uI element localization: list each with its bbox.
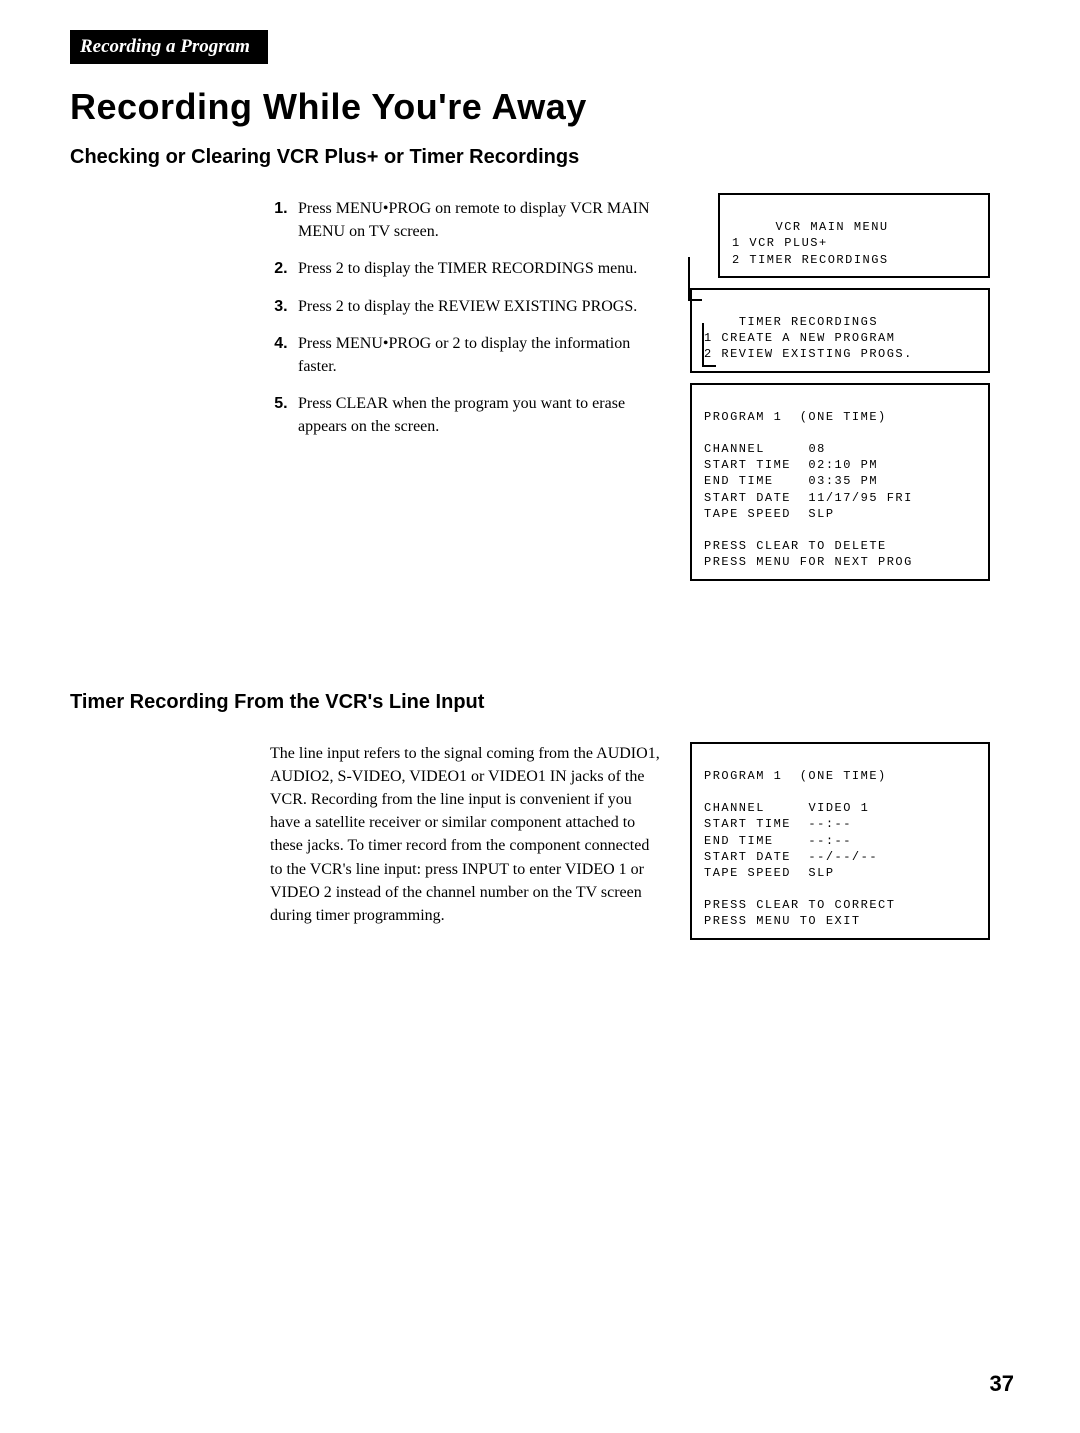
step-item: Press CLEAR when the program you want to… [292, 392, 660, 438]
field-label: CHANNEL [704, 442, 765, 456]
section2-screen-wrap: PROGRAM 1 (ONE TIME) CHANNEL VIDEO 1 STA… [690, 742, 990, 950]
field-value: 08 [808, 442, 825, 456]
field-value: 11/17/95 FRI [808, 491, 912, 505]
screen-footer-line: PRESS MENU TO EXIT [704, 914, 861, 928]
field-label: END TIME [704, 474, 774, 488]
page-number: 37 [990, 1371, 1014, 1397]
page: Recording a Program Recording While You'… [0, 0, 1080, 1433]
page-title: Recording While You're Away [70, 86, 1020, 128]
field-value: --:-- [808, 817, 852, 831]
field-label: CHANNEL [704, 801, 765, 815]
section1-screens: VCR MAIN MENU 1 VCR PLUS+ 2 TIMER RECORD… [690, 197, 990, 591]
step-item: Press 2 to display the TIMER RECORDINGS … [292, 257, 660, 280]
step-item: Press MENU•PROG or 2 to display the info… [292, 332, 660, 378]
screen-main-menu: VCR MAIN MENU 1 VCR PLUS+ 2 TIMER RECORD… [718, 193, 990, 278]
header-tab: Recording a Program [70, 30, 268, 64]
section1-heading: Checking or Clearing VCR Plus+ or Timer … [70, 146, 1020, 169]
step-item: Press 2 to display the REVIEW EXISTING P… [292, 295, 660, 318]
section2-body: The line input refers to the signal comi… [270, 742, 660, 928]
field-label: START TIME [704, 458, 791, 472]
field-label: TAPE SPEED [704, 507, 791, 521]
body-paragraph: The line input refers to the signal comi… [270, 742, 660, 928]
field-label: END TIME [704, 834, 774, 848]
field-label: START TIME [704, 817, 791, 831]
field-value: SLP [808, 507, 834, 521]
field-value: 03:35 PM [808, 474, 878, 488]
screen-title: PROGRAM 1 (ONE TIME) [704, 410, 887, 424]
section2-heading: Timer Recording From the VCR's Line Inpu… [70, 691, 1020, 714]
screen-title: VCR MAIN MENU [776, 220, 889, 234]
connector-line [702, 323, 716, 367]
screen-title: PROGRAM 1 (ONE TIME) [704, 769, 887, 783]
screen-title: TIMER RECORDINGS [739, 315, 878, 329]
screen-line: 1 VCR PLUS+ [732, 236, 828, 250]
screen-line: 1 CREATE A NEW PROGRAM [704, 331, 895, 345]
screen-timer-recordings: TIMER RECORDINGS 1 CREATE A NEW PROGRAM … [690, 288, 990, 373]
screen-footer-line: PRESS CLEAR TO CORRECT [704, 898, 895, 912]
field-label: TAPE SPEED [704, 866, 791, 880]
screen-program-details: PROGRAM 1 (ONE TIME) CHANNEL 08 START TI… [690, 383, 990, 581]
screen-line: 2 TIMER RECORDINGS [732, 253, 889, 267]
field-label: START DATE [704, 850, 791, 864]
field-value: --:-- [808, 834, 852, 848]
connector-line [688, 257, 702, 301]
screen-line-input: PROGRAM 1 (ONE TIME) CHANNEL VIDEO 1 STA… [690, 742, 990, 940]
step-item: Press MENU•PROG on remote to display VCR… [292, 197, 660, 243]
field-value: VIDEO 1 [808, 801, 869, 815]
screen-footer-line: PRESS MENU FOR NEXT PROG [704, 555, 913, 569]
field-value: SLP [808, 866, 834, 880]
screen-footer-line: PRESS CLEAR TO DELETE [704, 539, 887, 553]
field-value: --/--/-- [808, 850, 878, 864]
field-value: 02:10 PM [808, 458, 878, 472]
section1: Press MENU•PROG on remote to display VCR… [70, 197, 1020, 591]
screen-line: 2 REVIEW EXISTING PROGS. [704, 347, 913, 361]
section2: The line input refers to the signal comi… [70, 742, 1020, 950]
field-label: START DATE [704, 491, 791, 505]
section1-steps: Press MENU•PROG on remote to display VCR… [270, 197, 660, 453]
